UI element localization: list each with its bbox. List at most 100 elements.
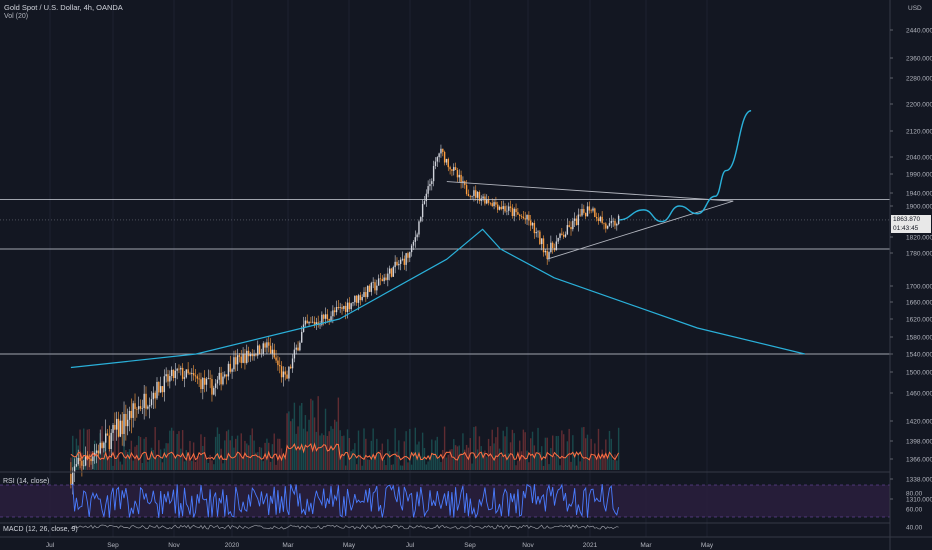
candle-body: [407, 253, 409, 258]
candle-body: [297, 347, 299, 351]
candle-body: [216, 379, 219, 384]
candle-body: [451, 169, 453, 171]
candle-body: [231, 369, 233, 372]
candle-body: [561, 233, 563, 235]
candle-body: [548, 252, 550, 259]
price-axis-tick-label: 1338.000: [906, 477, 932, 484]
candle-body: [115, 418, 118, 430]
long-moving-average-curve: [70, 228, 805, 369]
candle-body: [420, 217, 422, 222]
candle-body: [290, 366, 292, 369]
candle-body: [489, 202, 492, 204]
candle-body: [143, 393, 145, 409]
candle-body: [141, 408, 144, 409]
candle-body: [185, 369, 188, 378]
candle-body: [551, 242, 554, 248]
price-axis[interactable]: 2440.000 2360.000 2280.000 2200.000 2120.000…: [890, 28, 932, 532]
candle-body: [462, 181, 464, 183]
candle-body: [224, 374, 226, 377]
volume-indicator-label[interactable]: Vol (20): [4, 13, 29, 20]
candle-body: [123, 413, 125, 435]
candle-body: [180, 367, 182, 370]
candle-body: [110, 432, 112, 450]
candle-body: [301, 331, 303, 343]
candle-body: [205, 378, 208, 385]
candle-body: [70, 474, 72, 485]
price-projection-path: [618, 110, 752, 223]
candle-body: [313, 321, 316, 325]
candle-body: [575, 218, 578, 226]
candle-body: [279, 365, 281, 367]
candle-body: [515, 208, 517, 213]
macd-line: [70, 524, 619, 530]
candle-body: [330, 316, 332, 321]
last-price-badge: 1863.870: [891, 215, 931, 224]
candlesticks: [70, 144, 620, 495]
candle-body: [81, 460, 83, 466]
candle-body: [154, 392, 156, 399]
candle-body: [425, 193, 427, 202]
time-axis-tick-label: Sep: [107, 542, 119, 549]
rsi-indicator-label[interactable]: RSI (14, close): [3, 478, 50, 485]
candle-body: [328, 319, 330, 321]
candle-body: [357, 295, 360, 303]
price-axis-tick-label: 2440.000: [906, 28, 932, 35]
candle-body: [497, 204, 499, 210]
candle-body: [306, 320, 308, 324]
candle-body: [295, 347, 297, 350]
candle-body: [390, 268, 393, 277]
candle-body: [170, 369, 173, 377]
candle-body: [319, 324, 321, 326]
candle-body: [405, 253, 407, 265]
candle-body: [398, 263, 400, 266]
symbol-title[interactable]: Gold Spot / U.S. Dollar, 4h, OANDA: [4, 3, 123, 12]
candle-body: [434, 161, 437, 167]
candle-body: [350, 303, 352, 310]
candle-body: [277, 360, 279, 366]
time-axis-tick-label: May: [701, 542, 714, 549]
candle-body: [323, 314, 325, 319]
candle-body: [522, 216, 525, 219]
candle-body: [546, 250, 548, 259]
candle-body: [280, 366, 283, 378]
volume-moving-average: [70, 442, 620, 462]
candle-body: [519, 214, 521, 217]
candle-body: [412, 241, 415, 246]
candle-body: [83, 465, 85, 467]
price-axis-tick-label: 2120.000: [906, 129, 932, 136]
candle-body: [264, 343, 266, 348]
candle-body: [486, 199, 488, 204]
candle-body: [586, 206, 589, 217]
candle-body: [161, 386, 164, 393]
candle-body: [220, 372, 222, 385]
drawings[interactable]: [0, 110, 890, 369]
candle-body: [88, 457, 90, 459]
time-axis-tick-label: Nov: [522, 542, 534, 549]
rsi-axis-tick-label: 80.00: [906, 491, 923, 498]
candle-body: [137, 406, 140, 410]
bar-countdown-badge: 01:43:45: [891, 224, 931, 233]
price-axis-tick-label: 1940.000: [906, 191, 932, 198]
time-axis[interactable]: Jul Sep Nov 2020 Mar May Jul Sep Nov 2021 Mar May: [46, 542, 714, 549]
price-axis-tick-label: 1780.000: [906, 251, 932, 258]
candle-body: [200, 379, 202, 390]
candle-body: [568, 225, 570, 227]
price-axis-tick-label: 1420.000: [906, 419, 932, 426]
candle-body: [359, 295, 362, 301]
candle-body: [610, 220, 613, 224]
candle-body: [584, 212, 587, 217]
candle-body: [130, 410, 133, 418]
macd-indicator-label[interactable]: MACD (12, 26, close, 9): [3, 526, 78, 533]
candle-body: [566, 225, 569, 235]
candle-body: [84, 455, 87, 466]
candle-body: [148, 405, 151, 407]
candle-body: [506, 210, 508, 212]
candle-body: [101, 442, 103, 448]
candle-body: [365, 292, 367, 297]
candle-body: [363, 292, 365, 298]
candle-body: [438, 153, 440, 158]
candle-body: [458, 174, 460, 178]
candle-body: [524, 218, 526, 220]
candle-body: [493, 202, 495, 207]
